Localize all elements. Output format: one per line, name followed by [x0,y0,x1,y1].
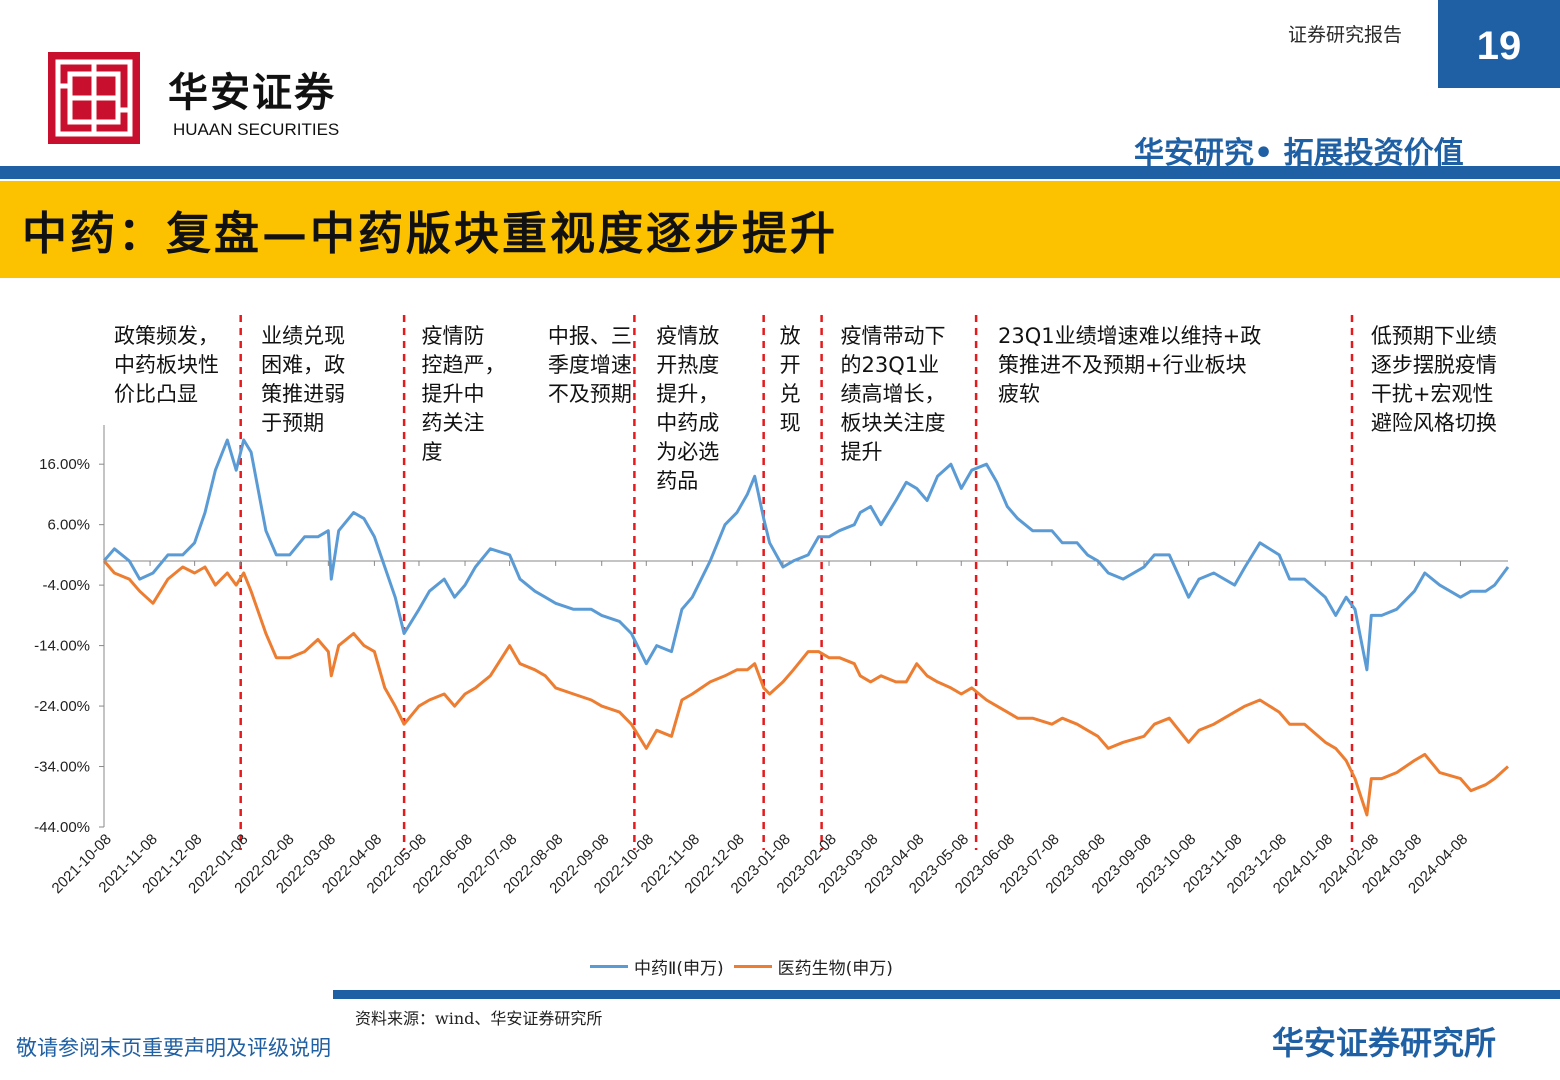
y-tick-label: -24.00% [34,698,90,715]
page-title: 中药：复盘—中药版块重视度逐步提升 [22,207,839,260]
legend-swatch-herbal [590,965,628,968]
event-annotation: 中报、三季度增速不及预期 [548,322,632,409]
disclaimer-link[interactable]: 敬请参阅末页重要声明及评级说明 [16,1036,331,1060]
annotation-line: 绩高增长， [840,382,946,406]
annotation-line: 季度增速 [547,353,632,377]
annotation-line: 提升中 [421,382,485,406]
header-divider [0,166,1560,179]
slogan: 华安研究• 拓展投资价值 [1134,136,1464,171]
annotation-line: 提升， [656,382,720,406]
y-axis-ticks: 16.00% 6.00% -4.00% -14.00% -24.00% -34.00% -4… [34,456,104,836]
legend-label-pharma: 医药生物(申万) [777,959,893,979]
annotation-line: 干扰+宏观性 [1370,382,1494,406]
x-axis-ticks: 2021-10-082021-11-082021-12-082022-01-08… [49,560,1471,897]
y-tick-label: -4.00% [42,577,90,594]
annotation-line: 疫情放 [656,324,720,348]
annotation-line: 现 [779,411,801,435]
y-tick-label: -34.00% [34,759,90,776]
annotation-line: 23Q1业绩增速难以维持+政 [998,324,1262,348]
annotation-line: 板块关注度 [840,411,946,435]
source-note: 资料来源：wind、华安证券研究所 [355,1009,603,1028]
annotation-line: 低预期下业绩 [1370,324,1497,348]
legend-label-herbal: 中药Ⅱ(申万) [634,959,724,979]
y-tick-label: 16.00% [39,456,90,473]
report-type-label: 证券研究报告 [1288,24,1403,46]
event-annotation: 疫情放开热度提升， 中药成为必选药品 [656,322,719,496]
annotation-line: 为必选 [656,440,720,464]
legend-swatch-pharma [733,965,772,968]
annotation-line: 疫情带动下 [840,324,946,348]
logo-emblem-icon [48,52,140,144]
annotation-line: 药品 [656,469,699,493]
annotation-line: 价比凸显 [114,382,198,406]
line-chart: 16.00% 6.00% -4.00% -14.00% -24.00% -34.00% -4… [34,315,1510,897]
annotation-line: 中报、三 [547,324,632,348]
y-tick-label: -44.00% [34,819,90,836]
title-banner [0,181,1560,278]
event-annotation: 疫情防控趋严， 提升中药关注度 [422,322,506,467]
annotation-line: 避险风格切换 [1370,411,1497,435]
annotation-line: 业绩兑现 [261,324,346,348]
event-lines [239,315,1354,850]
annotation-line: 药关注 [421,411,485,435]
annotation-line: 于预期 [261,411,325,435]
chart-legend: 中药Ⅱ(申万) 医药生物(申万) [590,954,893,979]
logo-english-name: HUAAN SECURITIES [173,120,340,139]
annotation-line: 政策频发， [114,324,219,348]
chart-series [102,438,1510,817]
annotation-line: 的23Q1业 [840,353,940,377]
page-number: 19 [1438,0,1560,88]
annotation-line: 控趋严， [421,353,506,377]
chart-axes [103,425,1508,827]
series-line-pharma [102,559,1510,817]
annotation-line: 疫情防 [421,324,485,348]
event-annotation: 23Q1业绩增速难以维持+政 策推进不及预期+行业板块 疲软 [998,322,1261,409]
company-logo [48,52,140,144]
annotation-line: 不及预期 [547,382,632,406]
event-annotation: 低预期下业绩 逐步摆脱疫情 干扰+宏观性 避险风格切换 [1371,322,1497,438]
institute-name: 华安证券研究所 [1272,1024,1497,1062]
annotation-line: 放 [779,324,801,348]
annotation-line: 策推进不及预期+行业板块 [998,353,1247,377]
annotation-line: 中药成 [656,411,720,435]
footer-divider [333,990,1560,999]
event-annotation: 业绩兑现困难，政策推进弱于预期 [261,322,345,438]
annotation-line: 中药板块性 [114,353,219,377]
annotation-line: 兑 [779,382,801,406]
annotation-line: 开热度 [656,353,720,377]
series-line-herbal [102,438,1510,672]
annotation-line: 逐步摆脱疫情 [1370,353,1497,377]
event-annotation: 疫情带动下的23Q1业 绩高增长， 板块关注度提升 [841,322,946,467]
annotation-line: 开 [779,353,801,377]
event-annotation: 政策频发， 中药板块性价比凸显 [114,322,219,409]
logo-chinese-name: 华安证券 [168,69,336,116]
annotation-line: 疲软 [998,382,1040,406]
y-tick-label: 6.00% [47,517,90,534]
annotation-line: 策推进弱 [261,382,346,406]
event-annotation: 放开兑现 [780,322,801,438]
annotation-line: 困难，政 [261,353,346,377]
annotation-line: 提升 [840,440,883,464]
annotation-line: 度 [421,440,443,464]
y-tick-label: -14.00% [34,638,90,655]
